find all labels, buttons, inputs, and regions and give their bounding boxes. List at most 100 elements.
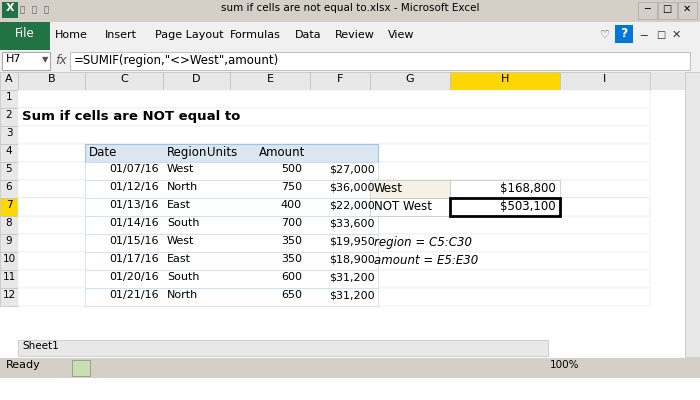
- Text: $31,200: $31,200: [330, 290, 375, 300]
- Text: E: E: [267, 74, 274, 84]
- Text: 01/12/16: 01/12/16: [109, 182, 159, 192]
- Text: 1: 1: [6, 92, 13, 102]
- Bar: [18, 288, 650, 306]
- Bar: [370, 72, 450, 90]
- Text: X: X: [6, 3, 14, 13]
- Bar: [85, 216, 378, 234]
- Text: fx: fx: [55, 54, 66, 67]
- Bar: [370, 198, 450, 216]
- Bar: [0, 198, 18, 216]
- Text: 11: 11: [2, 272, 15, 282]
- Bar: [685, 72, 700, 357]
- Text: 3: 3: [6, 128, 13, 138]
- Bar: [85, 198, 378, 216]
- Text: Review: Review: [335, 30, 375, 40]
- Bar: [658, 2, 677, 19]
- Text: Amount: Amount: [258, 146, 305, 159]
- Text: A: A: [5, 74, 13, 84]
- Bar: [450, 72, 560, 90]
- Text: $31,200: $31,200: [330, 272, 375, 282]
- Text: H: H: [500, 74, 509, 84]
- Text: 350: 350: [281, 236, 302, 246]
- Text: Sum if cells are NOT equal to: Sum if cells are NOT equal to: [22, 110, 240, 123]
- Bar: [0, 22, 50, 50]
- Text: 600: 600: [281, 272, 302, 282]
- Bar: [18, 252, 650, 270]
- Bar: [638, 2, 657, 19]
- Text: 12: 12: [2, 290, 15, 300]
- Text: sum if cells are not equal to.xlsx - Microsoft Excel: sum if cells are not equal to.xlsx - Mic…: [220, 3, 480, 13]
- Text: D: D: [193, 74, 201, 84]
- Text: ?: ?: [620, 27, 628, 40]
- Text: =SUMIF(region,"<>West",amount): =SUMIF(region,"<>West",amount): [74, 54, 279, 67]
- Text: 400: 400: [281, 200, 302, 210]
- Text: $18,900: $18,900: [329, 254, 375, 264]
- Text: 700: 700: [281, 218, 302, 228]
- Bar: [70, 52, 690, 70]
- Bar: [85, 252, 378, 270]
- Text: South: South: [167, 272, 199, 282]
- Text: View: View: [388, 30, 414, 40]
- Bar: [18, 270, 650, 288]
- Bar: [163, 72, 230, 90]
- Text: East: East: [167, 254, 191, 264]
- Bar: [85, 288, 378, 306]
- Text: East: East: [167, 200, 191, 210]
- Text: Page Layout: Page Layout: [155, 30, 223, 40]
- Bar: [0, 252, 18, 270]
- Text: 8: 8: [6, 218, 13, 228]
- Text: 01/13/16: 01/13/16: [109, 200, 159, 210]
- Bar: [0, 358, 700, 378]
- Bar: [18, 126, 650, 144]
- Bar: [0, 0, 700, 22]
- Text: Insert: Insert: [105, 30, 137, 40]
- Text: 01/07/16: 01/07/16: [109, 164, 159, 174]
- Text: West: West: [167, 236, 195, 246]
- Text: 7: 7: [6, 200, 13, 210]
- Text: Sheet1: Sheet1: [22, 341, 59, 351]
- Bar: [450, 180, 560, 198]
- Bar: [0, 108, 18, 126]
- Text: 01/21/16: 01/21/16: [109, 290, 159, 300]
- Bar: [0, 180, 18, 198]
- Text: B: B: [48, 74, 55, 84]
- Bar: [85, 144, 378, 162]
- Bar: [0, 270, 18, 288]
- Bar: [370, 180, 450, 198]
- Text: I: I: [603, 74, 607, 84]
- Text: 01/14/16: 01/14/16: [109, 218, 159, 228]
- Bar: [18, 108, 650, 126]
- Text: ⬜: ⬜: [43, 5, 48, 14]
- Text: 10: 10: [2, 254, 15, 264]
- Text: 6: 6: [6, 182, 13, 192]
- Bar: [0, 22, 700, 50]
- Bar: [18, 162, 650, 180]
- Bar: [18, 198, 650, 216]
- Text: West: West: [374, 182, 403, 195]
- Text: ─: ─: [644, 4, 650, 14]
- Bar: [450, 198, 560, 216]
- Bar: [18, 198, 650, 216]
- Text: $168,800: $168,800: [500, 182, 556, 195]
- Text: $503,100: $503,100: [500, 200, 556, 213]
- Text: 4: 4: [6, 146, 13, 156]
- Bar: [0, 162, 18, 180]
- Text: 750: 750: [281, 182, 302, 192]
- Text: 650: 650: [281, 290, 302, 300]
- Bar: [230, 72, 310, 90]
- Text: $22,000: $22,000: [329, 200, 375, 210]
- Bar: [85, 234, 378, 252]
- Text: 350: 350: [281, 254, 302, 264]
- Text: ✕: ✕: [672, 30, 681, 40]
- Text: File: File: [15, 27, 35, 40]
- Text: Formulas: Formulas: [230, 30, 281, 40]
- Text: 01/15/16: 01/15/16: [109, 236, 159, 246]
- Bar: [0, 90, 18, 108]
- Text: South: South: [167, 218, 199, 228]
- Text: Units: Units: [206, 146, 237, 159]
- Bar: [0, 50, 700, 72]
- Bar: [18, 90, 650, 108]
- Text: F: F: [337, 74, 343, 84]
- Text: ─: ─: [640, 30, 647, 40]
- Text: 5: 5: [6, 164, 13, 174]
